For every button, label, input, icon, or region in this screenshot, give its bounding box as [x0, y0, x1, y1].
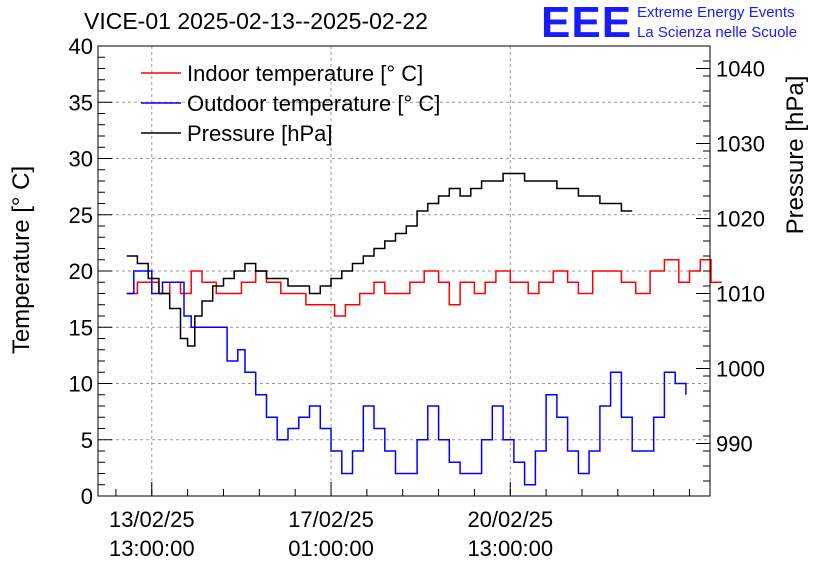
y2-tick-label: 990: [716, 432, 753, 457]
legend-label-2: Outdoor temperature [° C]: [187, 91, 440, 116]
y2-tick-label: 1020: [716, 207, 765, 232]
x-tick-label-date: 13/02/25: [109, 507, 195, 532]
x-tick-label-date: 17/02/25: [288, 507, 374, 532]
y-tick-label: 40: [69, 34, 93, 59]
y2-axis-label: Pressure [hPa]: [782, 76, 809, 235]
eee-logo: EEE: [541, 0, 633, 47]
ticks: 0 5 10 15 20 25 30 35 40 990 1000 1010 1020 1030 1040 1…: [69, 34, 765, 561]
y-tick-label: 35: [69, 90, 93, 115]
y-axis-label: Temperature [° C]: [8, 166, 35, 354]
y-tick-label: 5: [81, 428, 93, 453]
x-tick-label-time: 13:00:00: [109, 536, 195, 561]
logo-line-2: La Scienza nelle Scuole: [637, 24, 798, 41]
y2-tick-label: 1040: [716, 57, 765, 82]
x-tick-label-date: 20/02/25: [467, 507, 553, 532]
x-tick-label-time: 13:00:00: [467, 536, 553, 561]
series-layer: [126, 172, 722, 486]
y-tick-label: 15: [69, 315, 93, 340]
y-tick-label: 20: [69, 259, 93, 284]
legend-label-1: Indoor temperature [° C]: [187, 61, 423, 86]
y-tick-label: 0: [81, 484, 93, 509]
y-tick-label: 10: [69, 372, 93, 397]
series-line-2: [126, 270, 687, 486]
y-tick-label: 25: [69, 203, 93, 228]
series-line-3: [126, 172, 633, 347]
y-tick-label: 30: [69, 147, 93, 172]
logo-line-1: Extreme Energy Events: [637, 4, 795, 21]
legend-label-3: Pressure [hPa]: [187, 121, 333, 146]
legend: Indoor temperature [° C] Outdoor temperat…: [141, 61, 440, 146]
y2-tick-label: 1000: [716, 357, 765, 382]
y2-tick-label: 1010: [716, 282, 765, 307]
chart-title: VICE-01 2025-02-13--2025-02-22: [84, 8, 428, 34]
y2-tick-label: 1030: [716, 132, 765, 157]
series-line-1: [126, 259, 722, 317]
x-tick-label-time: 01:00:00: [288, 536, 374, 561]
